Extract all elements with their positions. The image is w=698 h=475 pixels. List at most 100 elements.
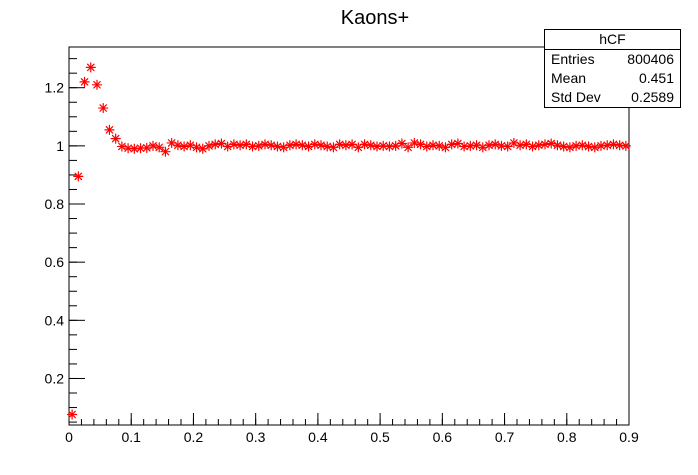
data-point <box>359 139 370 150</box>
data-point <box>571 140 582 151</box>
stats-label: Entries <box>551 51 595 67</box>
y-tick-label: 1 <box>56 138 64 154</box>
data-point <box>483 140 495 151</box>
data-point <box>228 139 239 150</box>
data-point <box>328 142 339 153</box>
data-point <box>527 141 538 152</box>
data-point <box>297 140 308 151</box>
data-point <box>110 133 121 144</box>
data-point <box>160 146 171 157</box>
data-point <box>515 140 526 151</box>
data-point <box>259 139 271 150</box>
data-point <box>552 140 563 151</box>
stats-label: Mean <box>551 70 587 86</box>
data-point <box>583 141 594 152</box>
data-point <box>203 140 215 151</box>
stats-row-entries: Entries 800406 <box>545 50 680 69</box>
data-point <box>104 124 115 135</box>
data-point <box>235 140 246 151</box>
data-point <box>67 409 78 420</box>
data-point <box>123 143 134 154</box>
data-point <box>502 141 513 152</box>
data-point <box>291 139 302 150</box>
data-point <box>241 139 252 150</box>
data-points <box>67 62 631 420</box>
y-tick-label: 0.4 <box>45 312 65 328</box>
data-point <box>620 140 631 151</box>
stats-row-stddev: Std Dev 0.2589 <box>545 88 680 107</box>
data-point <box>409 137 420 149</box>
data-point <box>179 141 190 152</box>
x-axis-ticks: 0 0.1 0.2 0.3 0.4 0.5 0.6 0.7 0.8 0.9 <box>65 413 639 445</box>
data-point <box>558 141 569 152</box>
x-tick-label: 0.1 <box>121 429 141 445</box>
y-tick-label: 0.8 <box>45 196 65 212</box>
data-point <box>546 138 557 149</box>
x-tick-label: 0.8 <box>557 429 577 445</box>
data-point <box>253 140 264 151</box>
data-point <box>340 140 351 151</box>
data-point <box>222 141 233 152</box>
data-point <box>315 140 327 151</box>
stats-title: hCF <box>545 30 680 50</box>
y-axis-ticks: 0.2 0.4 0.6 0.8 1 1.2 <box>45 80 85 386</box>
data-point <box>446 139 457 150</box>
data-point <box>172 140 183 151</box>
stats-value: 800406 <box>627 51 674 67</box>
data-point <box>508 137 519 149</box>
data-point <box>154 142 165 153</box>
data-point <box>421 141 432 152</box>
data-point <box>434 140 445 151</box>
data-point <box>210 139 221 150</box>
data-point <box>539 139 551 150</box>
stats-value: 0.451 <box>638 70 674 86</box>
data-point <box>116 141 127 152</box>
y-tick-label: 1.2 <box>45 80 65 96</box>
data-point <box>589 142 600 153</box>
data-point <box>608 139 619 150</box>
x-tick-label: 0.4 <box>308 429 328 445</box>
data-point <box>85 62 96 73</box>
data-point <box>564 142 575 153</box>
x-tick-label: 0 <box>65 429 73 445</box>
plot-frame <box>68 46 630 426</box>
data-point <box>602 140 613 151</box>
x-tick-label: 0.9 <box>619 429 639 445</box>
data-point <box>533 140 544 151</box>
data-point <box>303 141 314 152</box>
data-point <box>452 138 463 149</box>
data-point <box>309 139 320 150</box>
x-tick-label: 0.6 <box>433 429 453 445</box>
data-point <box>191 142 202 153</box>
y-tick-label: 0.6 <box>45 254 65 270</box>
data-point <box>91 79 103 90</box>
data-point <box>147 140 159 151</box>
data-point <box>247 141 258 152</box>
data-point <box>272 141 283 152</box>
data-point <box>216 138 227 149</box>
data-point <box>266 140 277 151</box>
data-point <box>614 140 625 151</box>
data-point <box>334 139 345 150</box>
x-tick-label: 0.2 <box>184 429 204 445</box>
data-point <box>365 140 376 151</box>
stats-value: 0.2589 <box>631 89 674 105</box>
x-tick-label: 0.3 <box>246 429 266 445</box>
data-point <box>521 139 532 150</box>
data-point <box>73 171 84 182</box>
data-point <box>477 142 488 153</box>
stats-box: hCF Entries 800406 Mean 0.451 Std Dev 0.… <box>544 29 681 108</box>
y-tick-label: 0.2 <box>45 370 65 386</box>
data-point <box>278 142 289 153</box>
x-tick-label: 0.5 <box>370 429 390 445</box>
stats-label: Std Dev <box>551 89 601 105</box>
data-point <box>471 140 482 151</box>
stats-row-mean: Mean 0.451 <box>545 69 680 88</box>
data-point <box>141 142 152 153</box>
data-point <box>284 140 295 151</box>
data-point <box>98 102 109 114</box>
data-point <box>490 139 501 150</box>
data-point <box>384 141 395 152</box>
data-point <box>403 142 414 153</box>
